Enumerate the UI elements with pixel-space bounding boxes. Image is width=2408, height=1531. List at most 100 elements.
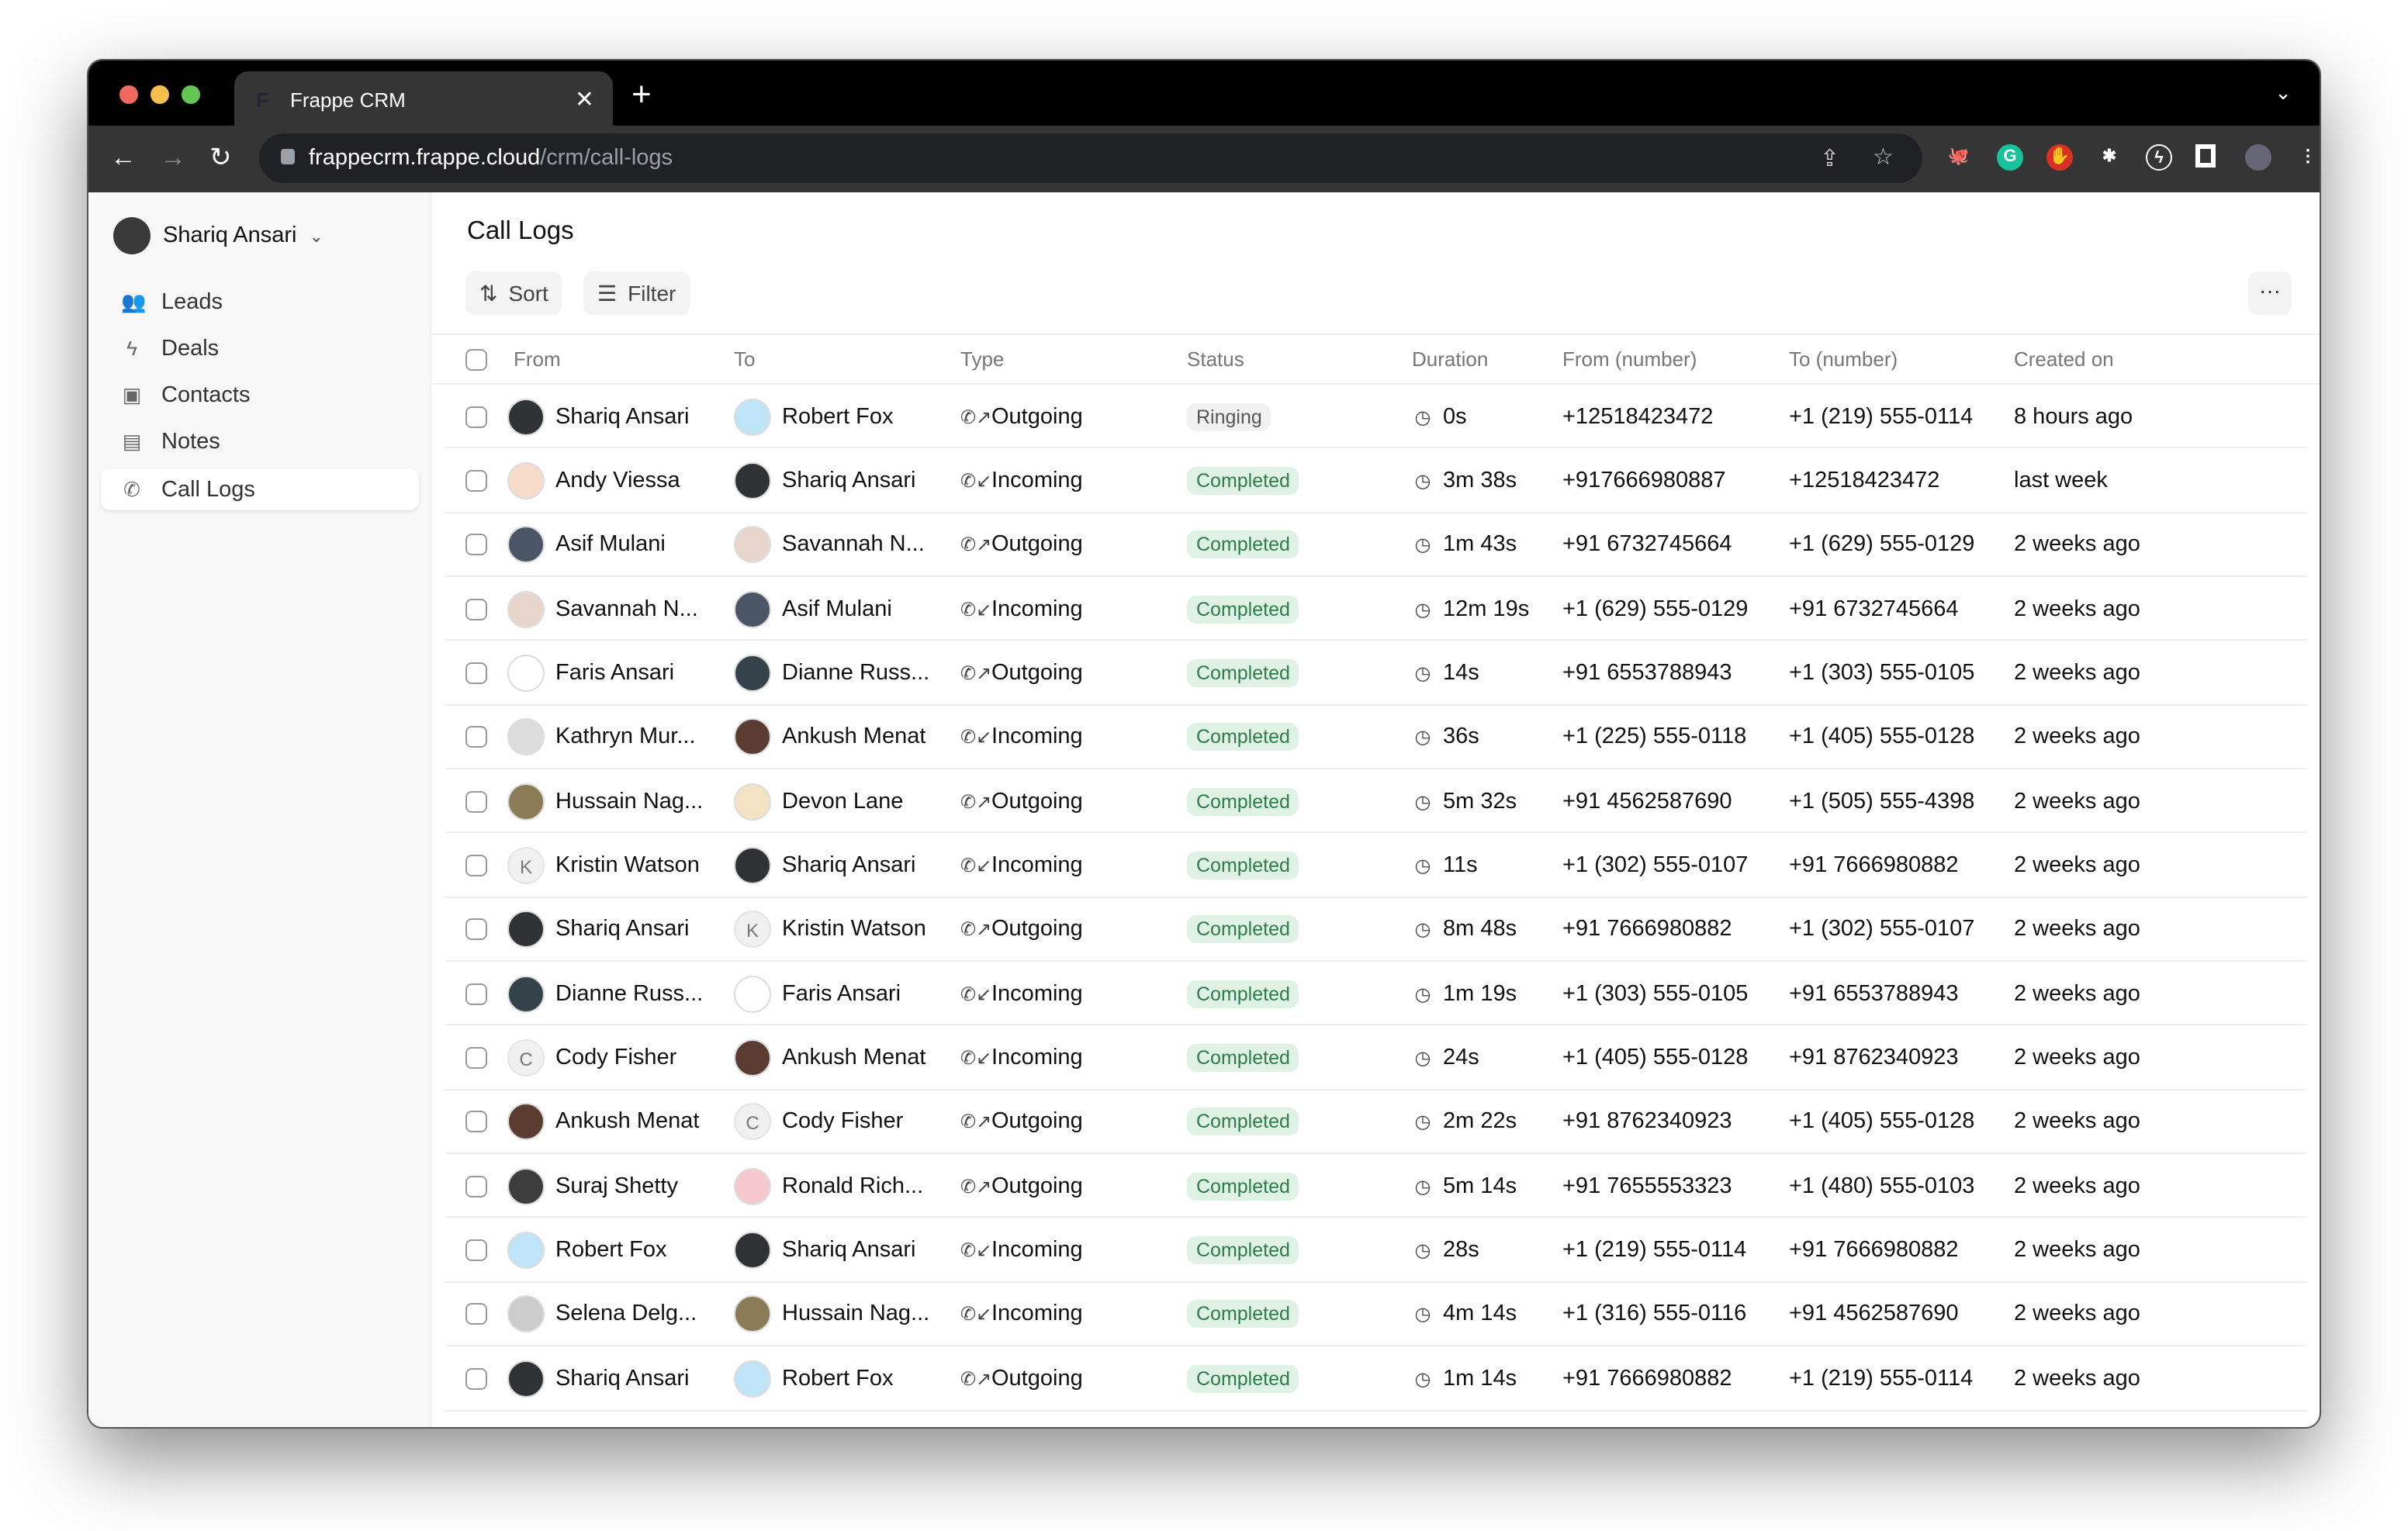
avatar bbox=[734, 718, 771, 756]
table-row[interactable]: Dianne Russ... Faris Ansari ✆↙ Incoming Comp… bbox=[445, 962, 2307, 1026]
phone-incoming-icon: ✆↙ bbox=[960, 1303, 992, 1325]
close-window-button[interactable] bbox=[119, 85, 138, 104]
column-header[interactable]: To bbox=[734, 347, 756, 371]
from-name: Kristin Watson bbox=[555, 852, 700, 878]
row-checkbox[interactable] bbox=[465, 534, 487, 556]
browser-tab[interactable]: F Frappe CRM ✕ bbox=[234, 71, 613, 126]
maximize-window-button[interactable] bbox=[182, 85, 200, 104]
clock-icon: ◷ bbox=[1414, 406, 1431, 427]
table-row[interactable]: Shariq Ansari Robert Fox ✆↗ Outgoing Ringing… bbox=[445, 385, 2307, 449]
row-checkbox[interactable] bbox=[465, 662, 487, 684]
row-checkbox[interactable] bbox=[465, 790, 487, 813]
filter-button[interactable]: ☰ Filter bbox=[583, 271, 690, 315]
avatar bbox=[734, 1167, 771, 1205]
column-header[interactable]: Type bbox=[960, 347, 1005, 371]
sidebar-item-deals[interactable]: ϟ Deals bbox=[101, 328, 419, 370]
duration: 4m 14s bbox=[1443, 1301, 1517, 1327]
row-checkbox[interactable] bbox=[465, 406, 487, 427]
column-header[interactable]: From (number) bbox=[1562, 347, 1697, 371]
table-row[interactable]: Suraj Shetty Ronald Rich... ✆↗ Outgoing Comp… bbox=[445, 1154, 2307, 1218]
forward-icon[interactable]: → bbox=[160, 143, 186, 172]
table-row[interactable]: Ankush Menat C Cody Fisher ✆↗ Outgoing Comple… bbox=[445, 1090, 2307, 1155]
extensions-puzzle-icon[interactable]: ✱ bbox=[2102, 147, 2117, 166]
call-type: Outgoing bbox=[991, 1366, 1083, 1391]
row-checkbox[interactable] bbox=[465, 918, 487, 941]
status-badge: Ringing bbox=[1187, 403, 1271, 430]
tab-list-chevron-icon[interactable]: ⌄ bbox=[2275, 81, 2292, 104]
avatar bbox=[507, 654, 545, 692]
side-panel-icon[interactable] bbox=[2195, 144, 2216, 168]
row-checkbox[interactable] bbox=[465, 983, 487, 1005]
table-row[interactable]: Kathryn Mur... Ankush Menat ✆↙ Incoming Comp… bbox=[445, 706, 2307, 770]
column-header[interactable]: Status bbox=[1187, 347, 1244, 371]
created-on: 2 weeks ago bbox=[2014, 1173, 2140, 1199]
to-name: Ankush Menat bbox=[782, 1045, 926, 1070]
share-icon[interactable]: ⇪ bbox=[1820, 146, 1840, 172]
clock-icon: ◷ bbox=[1414, 1239, 1431, 1262]
sidebar-item-notes[interactable]: ▤ Notes bbox=[101, 422, 419, 464]
address-bar[interactable]: frappecrm.frappe.cloud/crm/call-logs ⇪ ☆ bbox=[259, 133, 1922, 183]
table-row[interactable]: Selena Delg... Hussain Nag... ✆↙ Incoming Co… bbox=[445, 1283, 2307, 1347]
reload-icon[interactable]: ↻ bbox=[209, 143, 232, 172]
table-row[interactable]: Shariq Ansari Robert Fox ✆↗ Outgoing Complet… bbox=[445, 1347, 2307, 1412]
column-header[interactable]: From bbox=[514, 347, 561, 371]
row-checkbox[interactable] bbox=[465, 598, 487, 620]
table-row[interactable]: Faris Ansari Dianne Russ... ✆↗ Outgoing Comp… bbox=[445, 641, 2307, 706]
sidebar-item-call-logs[interactable]: ✆ Call Logs bbox=[101, 468, 419, 511]
bookmark-star-icon[interactable]: ☆ bbox=[1873, 144, 1894, 171]
back-icon[interactable]: ← bbox=[110, 143, 137, 172]
octocat-extension-icon[interactable]: 🐙 bbox=[1948, 147, 1970, 166]
frappe-favicon-icon: F bbox=[256, 88, 268, 112]
to-name: Shariq Ansari bbox=[782, 468, 916, 493]
avatar bbox=[734, 1360, 771, 1398]
row-checkbox[interactable] bbox=[465, 1239, 487, 1262]
table-row[interactable]: Savannah N... Asif Mulani ✆↙ Incoming Comple… bbox=[445, 577, 2307, 641]
column-header[interactable]: Created on bbox=[2014, 347, 2114, 371]
browser-menu-icon[interactable]: ⋮ bbox=[2299, 147, 2316, 166]
table-row[interactable]: Shariq Ansari K Kristin Watson ✆↗ Outgoing Co… bbox=[445, 898, 2307, 962]
from-name: Ankush Menat bbox=[555, 1109, 700, 1135]
sort-button[interactable]: ⇅ Sort bbox=[465, 271, 562, 315]
table-row[interactable]: Andy Viessa Shariq Ansari ✆↙ Incoming Comple… bbox=[445, 449, 2307, 513]
sort-icon: ⇅ bbox=[479, 280, 498, 305]
select-all-checkbox[interactable] bbox=[465, 348, 487, 370]
table-row[interactable]: C Cody Fisher Ankush Menat ✆↙ Incoming Comple… bbox=[445, 1026, 2307, 1090]
table-row[interactable]: Hussain Nag... Devon Lane ✆↗ Outgoing Comple… bbox=[445, 769, 2307, 834]
table-row[interactable]: Asif Mulani Savannah N... ✆↗ Outgoing Comple… bbox=[445, 513, 2307, 577]
phone-outgoing-icon: ✆↗ bbox=[960, 1111, 992, 1133]
avatar bbox=[734, 590, 771, 628]
row-checkbox[interactable] bbox=[465, 1111, 487, 1133]
from-number: +91 7666980882 bbox=[1562, 917, 1732, 942]
row-checkbox[interactable] bbox=[465, 1047, 487, 1069]
table-row[interactable]: Robert Fox Shariq Ansari ✆↙ Incoming Complet… bbox=[445, 1218, 2307, 1283]
row-checkbox[interactable] bbox=[465, 1367, 487, 1390]
sidebar-item-leads[interactable]: 👥 Leads bbox=[101, 281, 419, 323]
leaf-bolt-extension-icon[interactable]: ϟ bbox=[2146, 144, 2172, 171]
duration: 11s bbox=[1443, 852, 1478, 878]
table-row[interactable]: K Kristin Watson Shariq Ansari ✆↙ Incoming Co… bbox=[445, 834, 2307, 898]
column-header[interactable]: Duration bbox=[1412, 347, 1489, 371]
more-options-button[interactable]: ··· bbox=[2248, 271, 2292, 315]
user-menu[interactable]: Shariq Ansari ⌄ bbox=[113, 217, 323, 254]
row-checkbox[interactable] bbox=[465, 469, 487, 492]
close-tab-icon[interactable]: ✕ bbox=[574, 87, 594, 113]
grammarly-icon[interactable]: G bbox=[1997, 144, 2023, 171]
minimize-window-button[interactable] bbox=[150, 85, 169, 104]
profile-avatar[interactable] bbox=[2245, 144, 2271, 171]
to-number: +1 (480) 555-0103 bbox=[1789, 1173, 1975, 1199]
row-checkbox[interactable] bbox=[465, 726, 487, 748]
created-on: 8 hours ago bbox=[2014, 404, 2133, 429]
from-name: Selena Delg... bbox=[555, 1301, 697, 1327]
main-content: Call Logs ⇅ Sort ☰ Filter ··· From To Type St… bbox=[433, 192, 2320, 1427]
phone-outgoing-icon: ✆↗ bbox=[960, 534, 992, 556]
from-name: Shariq Ansari bbox=[555, 1366, 690, 1391]
row-checkbox[interactable] bbox=[465, 854, 487, 876]
adblock-icon[interactable]: ✋ bbox=[2046, 144, 2073, 171]
sidebar-item-contacts[interactable]: ▣ Contacts bbox=[101, 375, 419, 416]
row-checkbox[interactable] bbox=[465, 1303, 487, 1325]
status-badge: Completed bbox=[1187, 980, 1299, 1008]
new-tab-button[interactable]: + bbox=[631, 74, 652, 113]
column-header[interactable]: To (number) bbox=[1789, 347, 1898, 371]
avatar bbox=[507, 398, 545, 435]
row-checkbox[interactable] bbox=[465, 1175, 487, 1197]
